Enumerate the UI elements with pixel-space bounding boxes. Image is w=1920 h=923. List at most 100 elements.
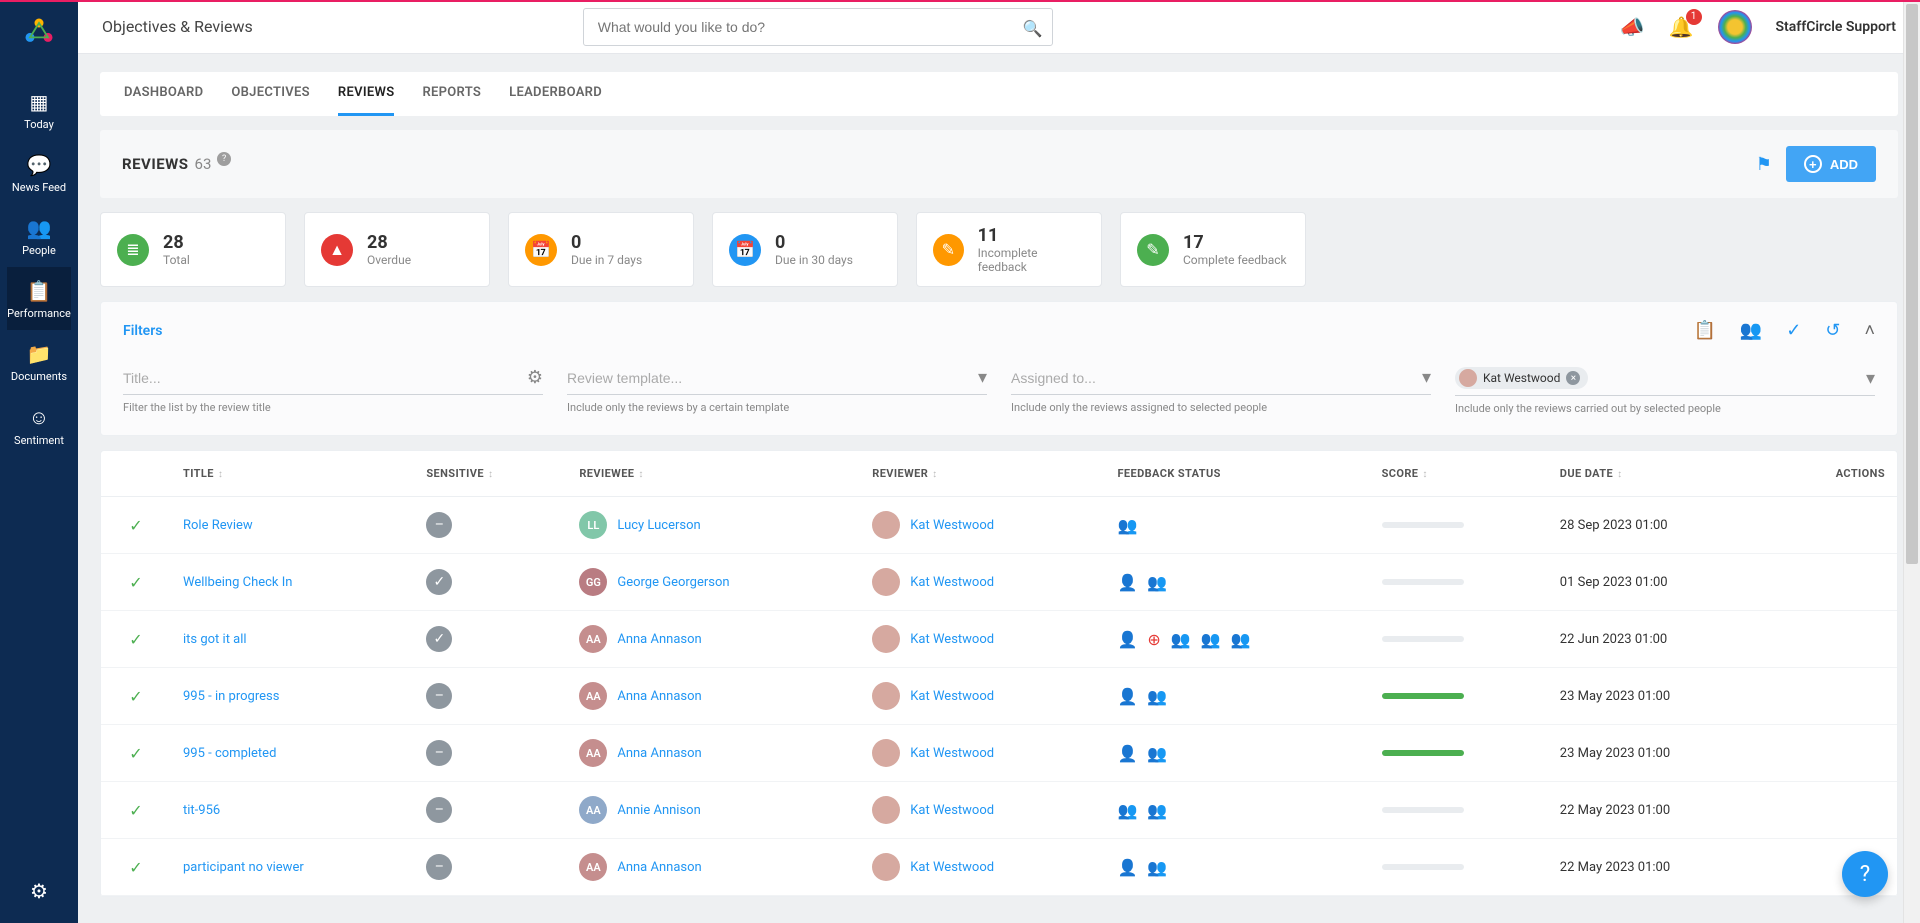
filter-input[interactable] [123, 370, 527, 386]
check-filter-icon[interactable]: ✓ [1786, 320, 1801, 341]
check-icon: ✓ [129, 687, 142, 706]
search-icon[interactable]: 🔍 [1023, 19, 1043, 38]
reviewee[interactable]: GGGeorge Georgerson [579, 568, 848, 596]
column-header[interactable]: REVIEWER [860, 451, 1105, 497]
content: DASHBOARD OBJECTIVES REVIEWS REPORTS LEADERB… [78, 54, 1920, 923]
tab-reviews[interactable]: REVIEWS [338, 72, 395, 116]
stat-card[interactable]: ✎11Incomplete feedback [916, 212, 1102, 287]
stat-card[interactable]: 📅0Due in 7 days [508, 212, 694, 287]
review-title-link[interactable]: participant no viewer [183, 860, 304, 875]
stat-card[interactable]: ▲28Overdue [304, 212, 490, 287]
tab-reports[interactable]: REPORTS [422, 72, 481, 116]
reviewer[interactable]: Kat Westwood [872, 568, 1093, 596]
reviewer[interactable]: Kat Westwood [872, 625, 1093, 653]
reviewer-name: Kat Westwood [910, 518, 994, 533]
column-header[interactable]: SENSITIVE [414, 451, 567, 497]
feedback-status-icon: 👥 [1147, 858, 1167, 877]
tab-leaderboard[interactable]: LEADERBOARD [509, 72, 602, 116]
filters-title[interactable]: Filters [123, 323, 162, 339]
help-fab[interactable]: ? [1842, 851, 1888, 897]
table-row[interactable]: ✓Wellbeing Check In✓GGGeorge GeorgersonK… [101, 554, 1897, 611]
table-row[interactable]: ✓Role Review–LLLucy LucersonKat Westwood… [101, 497, 1897, 554]
tab-objectives[interactable]: OBJECTIVES [231, 72, 310, 116]
chevron-down-icon[interactable]: ▾ [978, 367, 987, 388]
reviewee[interactable]: AAAnna Annason [579, 682, 848, 710]
filter-input[interactable] [1011, 370, 1422, 386]
search-input[interactable] [583, 8, 1053, 46]
reviewee[interactable]: AAAnna Annason [579, 739, 848, 767]
check-icon: ✓ [129, 858, 142, 877]
scroll-thumb[interactable] [1906, 4, 1918, 564]
feedback-status: 👤👥 [1117, 573, 1357, 592]
stat-card[interactable]: ✎17Complete feedback [1120, 212, 1306, 287]
reviewee-name: Anna Annason [617, 746, 701, 761]
filter-icon[interactable]: ⚙ [527, 367, 543, 388]
column-header[interactable]: FEEDBACK STATUS [1105, 451, 1369, 497]
assignment-icon: 📋 [7, 279, 71, 303]
column-header[interactable]: TITLE [171, 451, 414, 497]
reviewee[interactable]: AAAnna Annason [579, 853, 848, 881]
tab-dashboard[interactable]: DASHBOARD [124, 72, 203, 116]
row-actions[interactable] [1774, 497, 1897, 554]
stat-card[interactable]: 📅0Due in 30 days [712, 212, 898, 287]
feedback-status-icon: 👤 [1117, 573, 1137, 592]
announce-icon[interactable]: 📣 [1620, 15, 1645, 39]
table-row[interactable]: ✓tit-956–AAAnnie AnnisonKat Westwood👥👥22… [101, 782, 1897, 839]
settings-icon[interactable]: ⚙ [30, 859, 48, 923]
row-actions[interactable] [1774, 611, 1897, 668]
reviewee[interactable]: LLLucy Lucerson [579, 511, 848, 539]
filter-chip[interactable]: Kat Westwood × [1455, 367, 1588, 389]
column-header[interactable]: DUE DATE [1548, 451, 1774, 497]
review-title-link[interactable]: Role Review [183, 518, 253, 533]
due-date: 23 May 2023 01:00 [1548, 668, 1774, 725]
review-title-link[interactable]: Wellbeing Check In [183, 575, 292, 590]
user-avatar[interactable] [1718, 10, 1752, 44]
bell-icon[interactable]: 🔔 1 [1669, 15, 1694, 39]
review-title-link[interactable]: its got it all [183, 632, 247, 647]
stat-card[interactable]: ≣28Total [100, 212, 286, 287]
chip-label: Kat Westwood [1483, 371, 1560, 385]
reviewer[interactable]: Kat Westwood [872, 853, 1093, 881]
reviewee[interactable]: AAAnnie Annison [579, 796, 848, 824]
column-header[interactable]: ACTIONS [1774, 451, 1897, 497]
reviewer[interactable]: Kat Westwood [872, 739, 1093, 767]
filter-input[interactable] [567, 370, 978, 386]
row-actions[interactable] [1774, 668, 1897, 725]
sidebar-item-news-feed[interactable]: 💬News Feed [7, 141, 71, 204]
review-title-link[interactable]: 995 - completed [183, 746, 276, 761]
user-name[interactable]: StaffCircle Support [1776, 19, 1896, 35]
help-badge-icon[interactable]: ? [217, 152, 231, 166]
row-actions[interactable] [1774, 554, 1897, 611]
sidebar-item-performance[interactable]: 📋Performance [7, 267, 71, 330]
reviewee[interactable]: AAAnna Annason [579, 625, 848, 653]
chevron-down-icon[interactable]: ▾ [1422, 367, 1431, 388]
add-button[interactable]: + ADD [1786, 146, 1876, 182]
scrollbar[interactable] [1903, 2, 1920, 923]
column-header[interactable]: REVIEWEE [567, 451, 860, 497]
filter-help: Include only the reviews by a certain te… [567, 401, 987, 414]
chevron-up-icon[interactable]: ˄ [1864, 320, 1875, 341]
chip-remove-icon[interactable]: × [1566, 371, 1580, 385]
table-row[interactable]: ✓995 - in progress–AAAnna AnnasonKat Wes… [101, 668, 1897, 725]
history-icon[interactable]: ↺ [1825, 320, 1840, 341]
reviewer[interactable]: Kat Westwood [872, 796, 1093, 824]
chevron-down-icon[interactable]: ▾ [1866, 368, 1875, 389]
sidebar-item-today[interactable]: ▦Today [7, 78, 71, 141]
sidebar-item-documents[interactable]: 📁Documents [7, 330, 71, 393]
reviewer[interactable]: Kat Westwood [872, 682, 1093, 710]
people-filter-icon[interactable]: 👥 [1740, 320, 1762, 341]
flag-icon[interactable]: ⚑ [1756, 154, 1772, 175]
row-actions[interactable] [1774, 782, 1897, 839]
table-row[interactable]: ✓participant no viewer–AAAnna AnnasonKat… [101, 839, 1897, 896]
table-row[interactable]: ✓its got it all✓AAAnna AnnasonKat Westwo… [101, 611, 1897, 668]
review-title-link[interactable]: 995 - in progress [183, 689, 279, 704]
table-row[interactable]: ✓995 - completed–AAAnna AnnasonKat Westw… [101, 725, 1897, 782]
sidebar-item-sentiment[interactable]: ☺Sentiment [7, 393, 71, 457]
sensitive-icon: – [426, 512, 452, 538]
review-title-link[interactable]: tit-956 [183, 803, 220, 818]
sidebar-item-people[interactable]: 👥People [7, 204, 71, 267]
column-header[interactable]: SCORE [1370, 451, 1548, 497]
row-actions[interactable] [1774, 725, 1897, 782]
clipboard-icon[interactable]: 📋 [1693, 320, 1715, 341]
reviewer[interactable]: Kat Westwood [872, 511, 1093, 539]
